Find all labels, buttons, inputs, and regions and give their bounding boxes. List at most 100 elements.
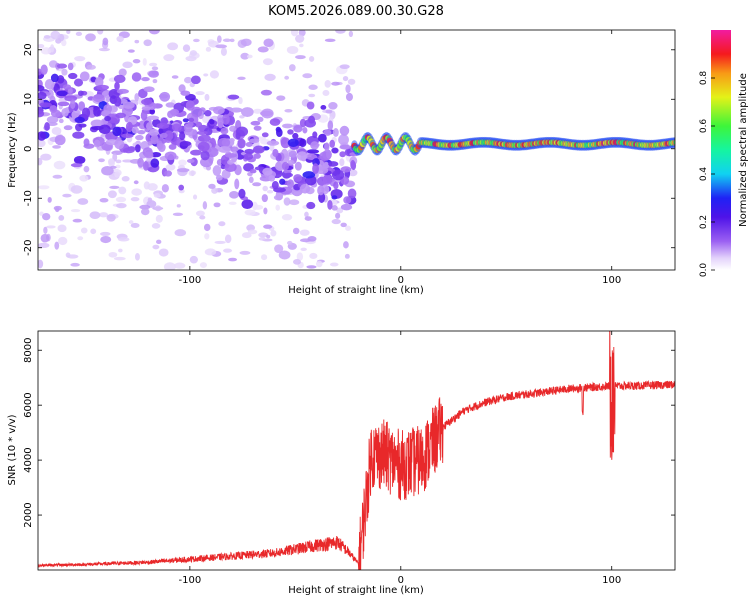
heatmap-cell — [72, 218, 83, 223]
heatmap-cell — [180, 90, 191, 96]
heatmap-cell — [131, 126, 139, 134]
heatmap-cell — [121, 133, 134, 138]
heatmap-cell — [282, 123, 293, 129]
heatmap-cell — [238, 188, 246, 199]
heatmap-cell — [179, 141, 192, 147]
heatmap-cell — [292, 132, 299, 140]
heatmap-cell — [213, 106, 225, 115]
heatmap-cell — [83, 165, 90, 173]
heatmap-cell — [284, 75, 290, 80]
heatmap-cell — [108, 158, 115, 166]
heatmap-cell — [57, 101, 70, 107]
heatmap-cell — [99, 231, 111, 236]
heatmap-cell — [100, 235, 112, 244]
x-tick-label: 0 — [398, 575, 404, 586]
heatmap-cell — [58, 236, 68, 246]
x-tick-label: -100 — [179, 575, 202, 586]
heatmap-cell — [38, 84, 45, 92]
heatmap-cell — [114, 171, 121, 178]
heatmap-cell — [284, 108, 293, 113]
x-tick-label: 100 — [602, 275, 621, 286]
heatmap-cell — [293, 174, 303, 182]
heatmap-cell — [62, 193, 72, 198]
heatmap-cell — [345, 225, 351, 231]
heatmap-cell — [39, 102, 52, 108]
heatmap-cell — [135, 134, 144, 141]
snr-frame — [37, 330, 676, 571]
snr-series-line — [38, 331, 675, 570]
heatmap-cell — [150, 134, 159, 145]
heatmap-cell — [161, 184, 169, 193]
heatmap-cell — [345, 92, 353, 102]
heatmap-cell — [113, 74, 126, 84]
heatmap-cell — [249, 138, 260, 144]
heatmap-cell — [309, 252, 318, 260]
snr-y-label: SNR (10 * v/v) — [7, 414, 18, 485]
heatmap-cell — [326, 149, 332, 159]
heatmap-cell — [38, 110, 45, 118]
heatmap-cell — [308, 93, 316, 98]
heatmap-cell — [133, 180, 139, 185]
heatmap-cell — [146, 122, 153, 131]
heatmap-cell — [280, 137, 291, 149]
heatmap-cell — [108, 251, 118, 258]
heatmap-cell — [178, 159, 187, 166]
heatmap-cell — [148, 70, 160, 78]
heatmap-cell — [302, 73, 313, 79]
heatmap-cell — [54, 241, 60, 250]
heatmap-cell — [106, 213, 116, 222]
heatmap-cell — [339, 64, 350, 69]
heatmap-cell — [270, 229, 277, 237]
heatmap-cell — [49, 105, 58, 113]
heatmap-cell — [115, 164, 121, 169]
heatmap-cell — [347, 188, 357, 199]
heatmap-cell — [229, 191, 239, 199]
heatmap-cell — [61, 39, 67, 47]
heatmap-cell — [224, 153, 238, 158]
heatmap-cell — [70, 163, 83, 168]
heatmap-cell — [168, 144, 177, 150]
heatmap-cell — [57, 224, 67, 233]
heatmap-cell — [339, 158, 345, 167]
heatmap-cell — [121, 176, 130, 182]
heatmap-cell — [324, 79, 331, 88]
heatmap-cell — [147, 197, 153, 203]
colorbar-tick-label: 0.8 — [699, 71, 709, 86]
heatmap-cell — [235, 132, 241, 140]
heatmap-cell — [40, 153, 52, 161]
heatmap-cell — [350, 159, 356, 170]
heatmap-cell — [197, 134, 211, 142]
heatmap-cell — [122, 101, 135, 109]
heatmap-cell — [272, 148, 279, 157]
colorbar-ticks: 0.0 0.2 0.4 0.6 0.8 — [699, 71, 715, 277]
heatmap-cell — [340, 222, 347, 228]
heatmap-cell — [189, 50, 198, 56]
heatmap-cell — [152, 79, 158, 84]
heatmap-cell — [178, 84, 186, 93]
heatmap-cell — [286, 45, 299, 55]
heatmap-cell — [74, 116, 85, 124]
heatmap-cell — [144, 151, 154, 159]
heatmap-cell — [252, 204, 264, 210]
heatmap-cell — [288, 150, 298, 158]
heatmap-cell — [299, 238, 312, 243]
heatmap-cell — [339, 151, 346, 158]
heatmap-cell — [52, 174, 63, 179]
heatmap-cell — [63, 125, 73, 131]
heatmap-cell — [247, 229, 258, 235]
heatmap-cell — [149, 108, 156, 115]
heatmap-cell — [195, 91, 205, 96]
heatmap-cell — [331, 147, 339, 154]
heatmap-cell — [118, 248, 123, 253]
heatmap-cell — [287, 179, 294, 189]
heatmap-cell — [229, 38, 235, 43]
heatmap-cell — [165, 102, 176, 108]
heatmap-cell — [253, 153, 261, 159]
heatmap-cell — [141, 98, 153, 106]
heatmap-cell — [89, 211, 101, 220]
heatmap-cell — [212, 165, 222, 177]
heatmap-cell — [261, 194, 268, 203]
heatmap-cell — [252, 145, 265, 154]
heatmap-cell — [281, 214, 293, 221]
heatmap-cell — [250, 120, 261, 126]
